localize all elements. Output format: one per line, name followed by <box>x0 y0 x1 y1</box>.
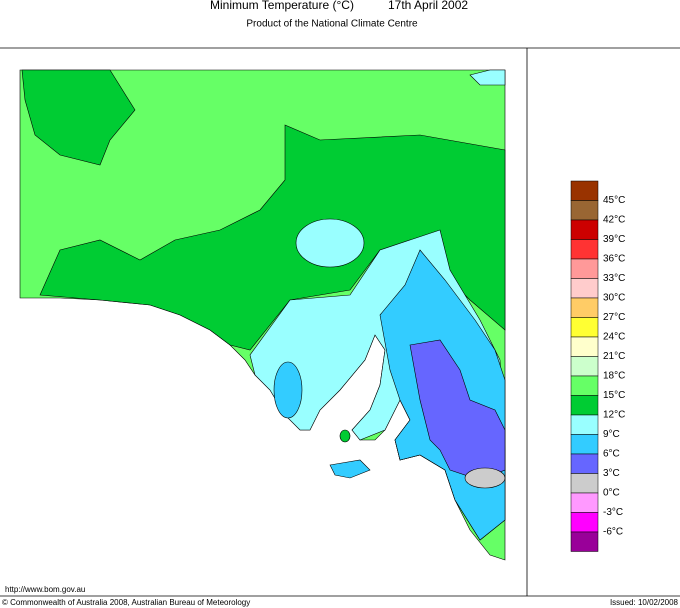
frame <box>0 47 680 597</box>
zone-3-6 <box>409 339 506 481</box>
legend-label: 27°C <box>603 312 625 323</box>
legend-label: 6°C <box>603 449 620 460</box>
legend-label: 18°C <box>603 371 625 382</box>
legend-swatch <box>570 375 599 396</box>
source-url: http://www.bom.gov.au <box>5 585 85 594</box>
legend-swatch <box>570 356 599 377</box>
zone-12-15 <box>39 124 506 351</box>
legend-swatch <box>570 512 599 533</box>
issued-date: Issued: 10/02/2008 <box>610 598 679 607</box>
map <box>19 69 506 561</box>
legend-swatch <box>570 473 599 494</box>
legend-swatch <box>570 453 599 474</box>
zone-9-12 <box>295 218 365 268</box>
legend-swatch <box>570 434 599 455</box>
legend-label: 9°C <box>603 429 620 440</box>
zone-12-15 <box>339 429 351 443</box>
legend-label: 24°C <box>603 332 625 343</box>
legend-swatch <box>570 219 599 240</box>
zone-0-3 <box>464 467 506 489</box>
legend-swatch <box>570 414 599 435</box>
legend-swatch <box>570 531 599 552</box>
legend-label: 33°C <box>603 273 625 284</box>
legend-swatch <box>570 492 599 513</box>
copyright: © Commonwealth of Australia 2008, Austra… <box>2 598 250 607</box>
zone-12-15 <box>21 69 136 166</box>
zone-9-12 <box>469 69 506 86</box>
legend-label: 39°C <box>603 234 625 245</box>
legend-swatch <box>570 239 599 260</box>
legend-label: 15°C <box>603 390 625 401</box>
legend-label: 21°C <box>603 351 625 362</box>
legend-swatch <box>570 317 599 338</box>
legend-label: -3°C <box>603 507 623 518</box>
zone-6-9 <box>273 361 303 419</box>
legend-swatch <box>570 278 599 299</box>
legend-label: 45°C <box>603 195 625 206</box>
legend-label: 42°C <box>603 215 625 226</box>
map-date: 17th April 2002 <box>388 0 468 12</box>
legend-swatch <box>570 336 599 357</box>
legend-swatch <box>570 180 599 201</box>
legend-label: 3°C <box>603 468 620 479</box>
zone-6-9 <box>329 459 371 479</box>
legend-swatch <box>570 297 599 318</box>
legend-swatch <box>570 395 599 416</box>
map-title: Minimum Temperature (°C) <box>210 0 354 12</box>
legend-label: 30°C <box>603 293 625 304</box>
legend-label: 12°C <box>603 410 625 421</box>
legend: 45°C 42°C 39°C 36°C 33°C 30°C 27°C 24°C 21°C 18°C… <box>570 180 625 552</box>
legend-swatch <box>570 258 599 279</box>
legend-swatch <box>570 200 599 221</box>
legend-label: 36°C <box>603 254 625 265</box>
map-subtitle: Product of the National Climate Centre <box>246 19 418 30</box>
legend-label: 0°C <box>603 488 620 499</box>
legend-label: -6°C <box>603 527 623 538</box>
